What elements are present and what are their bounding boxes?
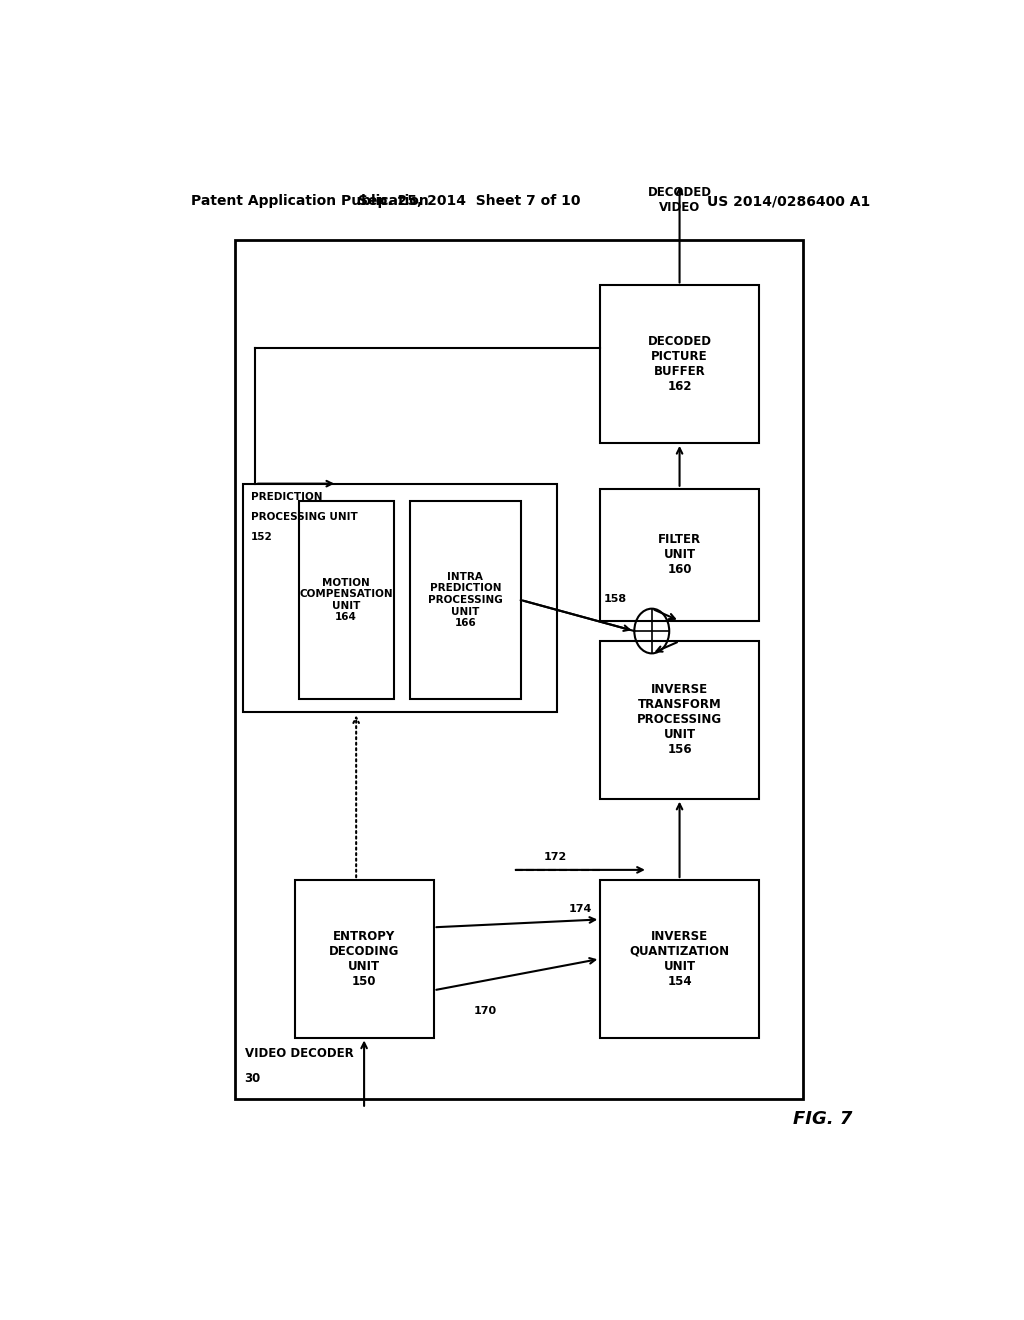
Text: FIG. 7: FIG. 7 [793,1110,852,1127]
Text: PREDICTION: PREDICTION [251,492,323,502]
Text: 152: 152 [251,532,272,543]
Text: DECODED
VIDEO: DECODED VIDEO [647,186,712,214]
Text: 172: 172 [544,851,566,862]
Text: ENTROPY
DECODING
UNIT
150: ENTROPY DECODING UNIT 150 [329,929,399,987]
Text: VIDEO DECODER: VIDEO DECODER [245,1047,353,1060]
Bar [243,483,557,713]
Bar [299,500,394,700]
Text: INVERSE
TRANSFORM
PROCESSING
UNIT
156: INVERSE TRANSFORM PROCESSING UNIT 156 [637,684,722,756]
Text: Patent Application Publication: Patent Application Publication [191,194,429,209]
Text: US 2014/0286400 A1: US 2014/0286400 A1 [707,194,870,209]
Text: PROCESSING UNIT: PROCESSING UNIT [251,512,357,523]
Text: INTRA
PREDICTION
PROCESSING
UNIT
166: INTRA PREDICTION PROCESSING UNIT 166 [428,572,503,628]
Text: 158: 158 [603,594,627,603]
Text: 170: 170 [473,1006,497,1015]
Bar [600,488,759,620]
Bar [295,880,433,1038]
Text: Sep. 25, 2014  Sheet 7 of 10: Sep. 25, 2014 Sheet 7 of 10 [358,194,581,209]
Text: 174: 174 [569,904,592,915]
Text: 30: 30 [245,1072,261,1085]
Bar [410,500,521,700]
Text: INVERSE
QUANTIZATION
UNIT
154: INVERSE QUANTIZATION UNIT 154 [630,929,730,987]
Bar [600,285,759,444]
Text: DECODED
PICTURE
BUFFER
162: DECODED PICTURE BUFFER 162 [647,335,712,393]
Text: MOTION
COMPENSATION
UNIT
164: MOTION COMPENSATION UNIT 164 [299,578,393,623]
Bar [600,642,759,799]
Bar [600,880,759,1038]
Bar [236,240,803,1098]
Text: FILTER
UNIT
160: FILTER UNIT 160 [658,533,701,577]
